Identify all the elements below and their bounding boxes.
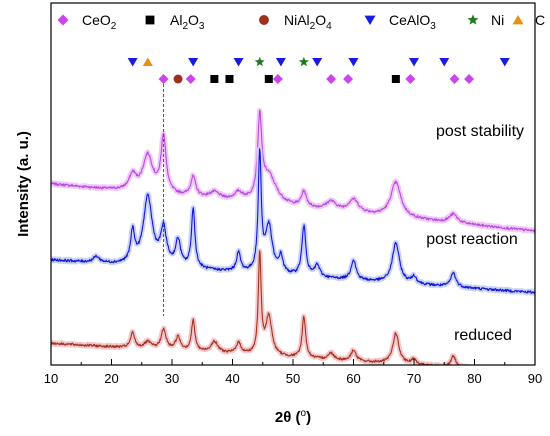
al2o3-marker xyxy=(264,75,273,83)
x-tick-label: 10 xyxy=(44,371,58,386)
cealo3-legend-icon xyxy=(364,15,376,25)
ni-marker xyxy=(298,56,309,67)
x-tick-label: 90 xyxy=(528,371,542,386)
ceo2-marker xyxy=(326,74,337,84)
ceo2-marker xyxy=(343,74,354,84)
legend-label-al2o3: Al2O3 xyxy=(170,12,205,32)
al2o3-marker xyxy=(210,75,219,83)
legend-label-c: C xyxy=(535,12,545,28)
legend: CeO2 Al2O3 NiAl2O4 CeAlO3 Ni C xyxy=(57,12,545,32)
cealo3-marker xyxy=(439,58,450,67)
ceo2-marker xyxy=(449,74,460,84)
series-line-2 xyxy=(51,250,463,365)
cealo3-marker xyxy=(275,58,286,67)
ceo2-marker xyxy=(185,74,196,84)
curve-label: reduced xyxy=(454,327,512,344)
series-line-1 xyxy=(51,148,535,294)
al2o3-marker xyxy=(391,75,400,83)
c-marker xyxy=(142,57,153,66)
cealo3-marker xyxy=(348,58,359,67)
ceo2-legend-icon xyxy=(57,14,69,26)
legend-label-cealo3: CeAlO3 xyxy=(389,12,436,32)
series-layer xyxy=(51,107,535,365)
ceo2-marker xyxy=(464,74,475,84)
cealo3-marker xyxy=(499,58,510,67)
legend-label-ni: Ni xyxy=(491,12,504,28)
x-axis-title: 2θ (o) xyxy=(275,408,311,426)
x-tick-label: 60 xyxy=(346,371,360,386)
ni-legend-icon xyxy=(467,14,479,25)
x-tick-label: 30 xyxy=(165,371,179,386)
x-tick-label: 20 xyxy=(104,371,118,386)
cealo3-marker xyxy=(409,58,419,67)
c-legend-icon xyxy=(512,15,524,25)
legend-label-ceo2: CeO2 xyxy=(82,12,117,32)
al2o3-marker xyxy=(225,75,234,83)
ni-marker xyxy=(254,56,265,67)
cealo3-marker xyxy=(312,58,323,67)
curve-label: post stability xyxy=(436,123,524,140)
phase-markers xyxy=(127,56,510,84)
y-axis-title: Intensity (a. u.) xyxy=(15,131,32,237)
ceo2-marker xyxy=(158,74,169,84)
ceo2-marker xyxy=(405,74,416,84)
cealo3-marker xyxy=(188,58,199,67)
x-tick-label: 80 xyxy=(467,371,481,386)
cealo3-marker xyxy=(127,58,138,67)
cealo3-marker xyxy=(233,58,244,67)
x-axis-ticks: 10 20 30 40 50 60 70 80 90 xyxy=(44,359,542,386)
x-tick-label: 70 xyxy=(407,371,421,386)
nial2o4-legend-icon xyxy=(259,15,269,25)
ceo2-marker xyxy=(272,74,283,84)
nial2o4-marker xyxy=(173,74,183,84)
series-line-0 xyxy=(51,109,535,233)
al2o3-legend-icon xyxy=(145,15,155,25)
x-tick-label: 40 xyxy=(225,371,239,386)
x-tick-label: 50 xyxy=(286,371,300,386)
curve-label: post reaction xyxy=(426,231,518,248)
legend-label-nial2o4: NiAl2O4 xyxy=(284,12,332,32)
